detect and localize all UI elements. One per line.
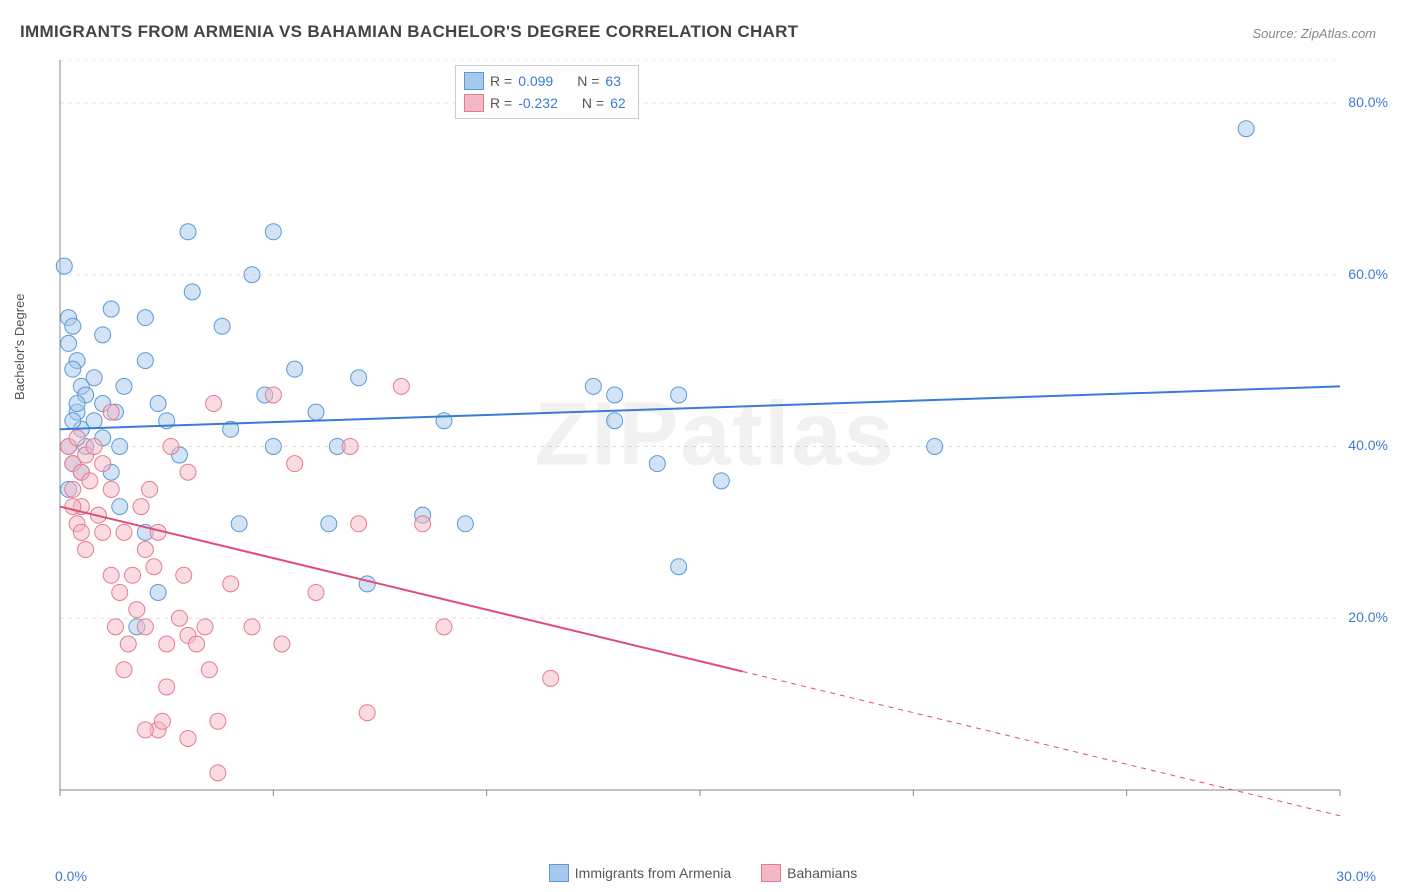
source-label: Source: ZipAtlas.com bbox=[1252, 26, 1376, 41]
legend-label-2: Bahamians bbox=[787, 865, 857, 881]
legend-item-2: Bahamians bbox=[761, 864, 857, 882]
legend-swatch-2 bbox=[464, 94, 484, 112]
n-value-1: 63 bbox=[605, 73, 621, 89]
stats-row-2: R = -0.232 N = 62 bbox=[464, 92, 626, 114]
page-root: IMMIGRANTS FROM ARMENIA VS BAHAMIAN BACH… bbox=[0, 0, 1406, 892]
legend-label-1: Immigrants from Armenia bbox=[575, 865, 731, 881]
legend-swatch-bottom-2 bbox=[761, 864, 781, 882]
chart-area: ZIPatlas bbox=[55, 60, 1375, 820]
scatter-chart bbox=[55, 60, 1375, 820]
y-tick-label: 40.0% bbox=[1348, 437, 1388, 453]
legend-item-1: Immigrants from Armenia bbox=[549, 864, 731, 882]
r-value-1: 0.099 bbox=[518, 73, 553, 89]
stats-row-1: R = 0.099 N = 63 bbox=[464, 70, 626, 92]
y-axis-label: Bachelor's Degree bbox=[12, 293, 27, 400]
n-value-2: 62 bbox=[610, 95, 626, 111]
y-tick-label: 20.0% bbox=[1348, 609, 1388, 625]
legend-swatch-bottom-1 bbox=[549, 864, 569, 882]
r-value-2: -0.232 bbox=[518, 95, 558, 111]
y-tick-label: 80.0% bbox=[1348, 94, 1388, 110]
legend-swatch-1 bbox=[464, 72, 484, 90]
y-tick-label: 60.0% bbox=[1348, 266, 1388, 282]
series-legend: Immigrants from Armenia Bahamians bbox=[0, 864, 1406, 882]
chart-title: IMMIGRANTS FROM ARMENIA VS BAHAMIAN BACH… bbox=[20, 22, 798, 42]
stats-legend: R = 0.099 N = 63 R = -0.232 N = 62 bbox=[455, 65, 639, 119]
